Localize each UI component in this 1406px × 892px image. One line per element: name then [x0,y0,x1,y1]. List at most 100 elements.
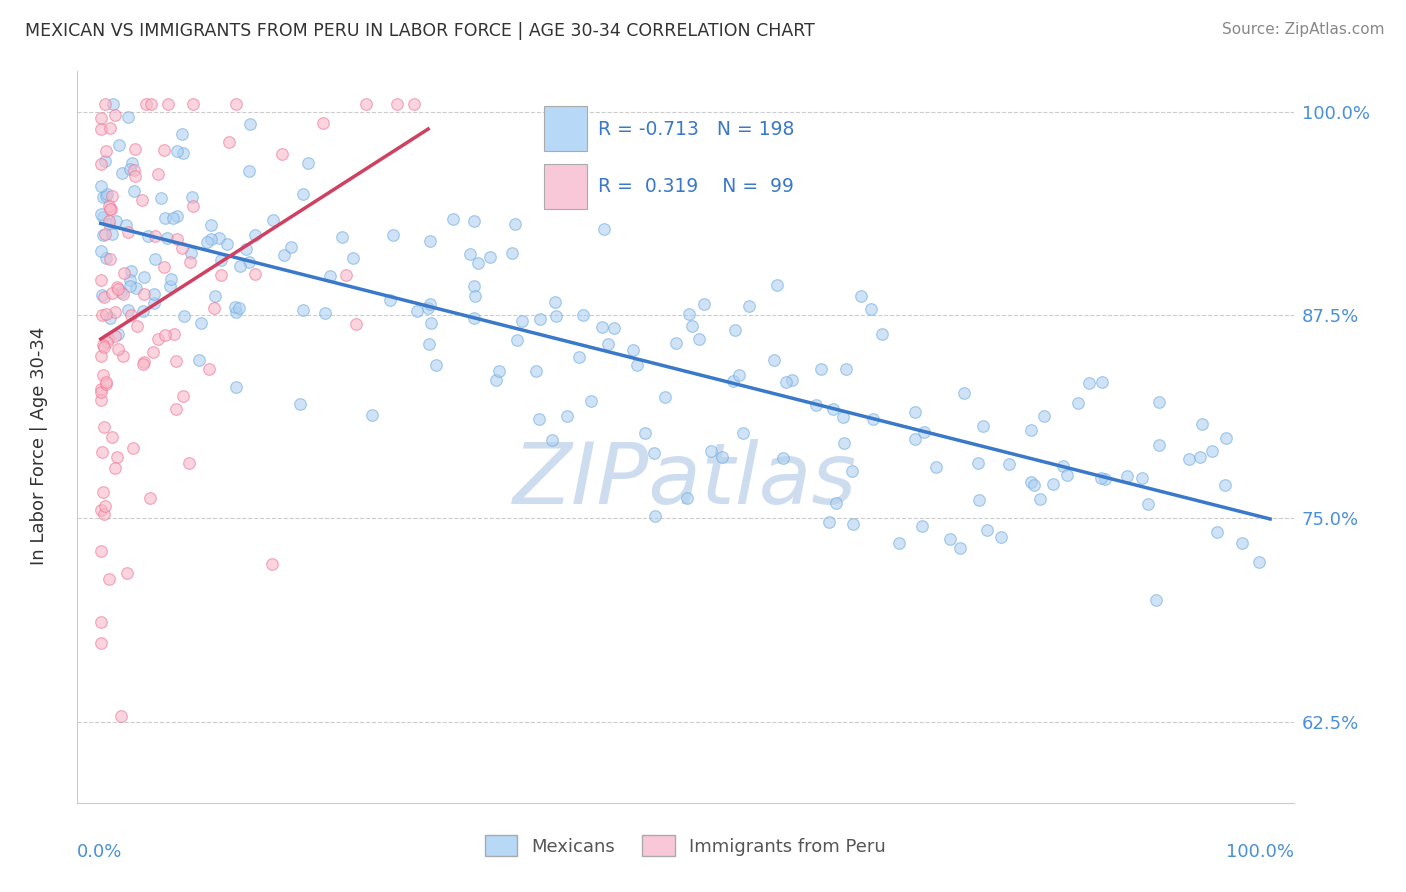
Point [235,242,257,256]
Point [94,307,117,321]
Point [107,343,129,357]
Point [603,321,626,335]
Point [297,156,319,170]
Point [98,214,121,228]
Point [1021,475,1043,490]
Point [245,228,267,243]
Point [262,213,284,227]
Point [810,362,832,376]
Point [165,401,187,416]
Point [1206,524,1229,539]
Point [103,96,125,111]
Point [818,515,841,529]
Point [156,231,179,245]
Point [122,184,145,198]
Point [141,96,163,111]
Point [464,288,486,302]
Point [721,374,744,388]
Point [596,337,619,351]
Point [172,241,194,255]
Point [425,358,447,372]
Point [94,96,117,111]
Point [910,519,932,533]
Point [104,108,127,122]
Point [117,225,139,239]
Point [243,267,266,281]
Point [581,394,603,409]
Point [711,450,734,465]
Point [209,252,232,267]
Point [835,362,858,376]
Point [262,557,284,571]
Point [225,305,247,319]
Point [693,297,716,311]
Point [524,363,547,377]
Point [181,198,204,212]
Point [91,227,114,242]
Point [146,332,169,346]
Point [727,368,749,382]
Point [120,162,142,177]
Point [568,350,591,364]
Point [997,457,1019,471]
Point [118,273,141,287]
Text: ZIPatlas: ZIPatlas [513,440,858,523]
Point [419,297,441,311]
Point [135,96,157,111]
Point [1052,459,1074,474]
Point [555,409,578,424]
Point [148,167,170,181]
Point [166,210,188,224]
Point [825,496,848,510]
Point [238,164,260,178]
Point [821,402,844,417]
Point [166,144,188,158]
Point [142,344,165,359]
Point [110,708,132,723]
Point [112,286,135,301]
Point [731,425,754,440]
Point [198,361,221,376]
Point [419,234,441,248]
Point [889,536,911,550]
Point [143,252,166,266]
Point [738,299,761,313]
Point [312,116,335,130]
Point [406,303,429,318]
Point [90,273,112,287]
Point [841,464,863,478]
Point [467,256,489,270]
Point [117,566,139,580]
Point [346,317,368,331]
Point [190,316,212,330]
Point [280,240,302,254]
Point [98,311,121,326]
Point [90,635,112,649]
Point [90,393,112,408]
Point [104,329,127,343]
Point [380,293,402,307]
Point [688,332,710,346]
Point [762,353,785,368]
Point [239,117,262,131]
Point [104,213,127,227]
Point [215,236,238,251]
Point [204,289,226,303]
Point [90,349,112,363]
Point [132,357,155,371]
Point [700,444,723,458]
Point [200,232,222,246]
Point [463,311,485,326]
Point [544,310,567,324]
Point [100,202,122,217]
Point [90,178,112,193]
Point [121,156,143,170]
Point [1029,492,1052,507]
Point [172,145,194,160]
Point [270,147,292,161]
Point [1149,437,1171,451]
Point [804,398,827,412]
Point [90,207,112,221]
Point [342,252,364,266]
Point [1149,395,1171,409]
